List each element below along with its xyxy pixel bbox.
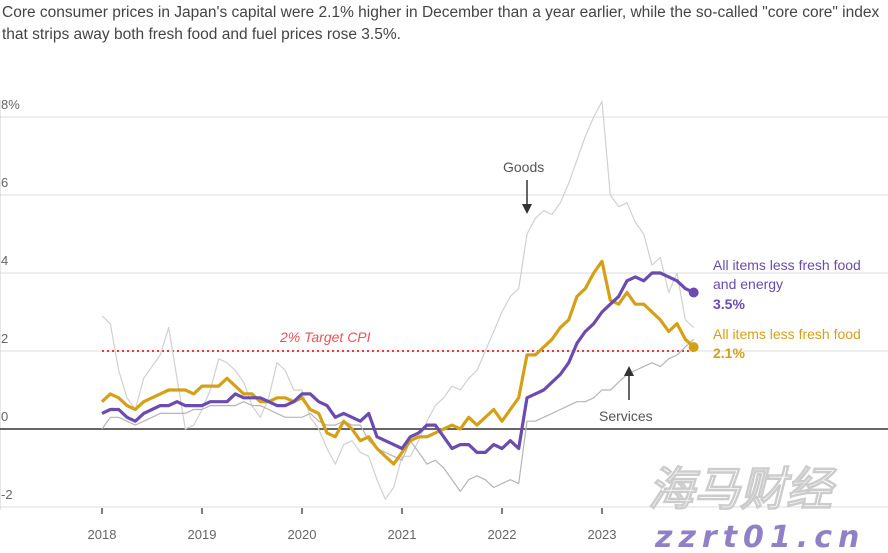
core-core-label-line1: All items less fresh food (713, 257, 861, 273)
x-tick-label: 2019 (188, 527, 217, 542)
series-end-point (688, 342, 699, 353)
watermark-chinese: 海马财经 (648, 462, 837, 516)
core-core-value: 3.5% (713, 296, 745, 312)
y-tick-label: 8% (1, 97, 20, 112)
y-tick-label: 2 (1, 331, 8, 346)
y-tick-label: -2 (1, 487, 13, 502)
chart-subtitle: Core consumer prices in Japan's capital … (2, 4, 880, 43)
core-value: 2.1% (713, 345, 745, 361)
services-arrow-icon (624, 366, 634, 400)
gridlines (0, 100, 888, 510)
x-axis-ticks: 2018 2019 2020 2021 2022 2023 (88, 508, 617, 542)
y-tick-label: 0 (1, 409, 8, 424)
watermark-url: zzrt01.cn (654, 520, 865, 553)
series-end-point (688, 287, 699, 298)
services-label: Services (599, 408, 653, 424)
goods-arrow-icon (522, 180, 532, 214)
x-tick-label: 2022 (488, 527, 517, 542)
y-tick-label: 4 (1, 253, 8, 268)
series-line-all-items-less-fresh-food (100, 259, 695, 466)
core-label: All items less fresh food (713, 326, 861, 342)
y-axis-ticks: 8% 6 4 2 0 -2 (1, 97, 20, 502)
series-line-all-items-less-fresh-food-and-energy (101, 271, 695, 454)
goods-label: Goods (503, 159, 544, 175)
x-tick-label: 2023 (588, 527, 617, 542)
x-tick-label: 2020 (288, 527, 317, 542)
x-tick-label: 2021 (388, 527, 417, 542)
y-tick-label: 6 (1, 175, 8, 190)
series-lines (100, 100, 699, 500)
x-tick-label: 2018 (88, 527, 117, 542)
series-line-goods (101, 100, 695, 500)
target-cpi-label: 2% Target CPI (279, 329, 371, 345)
core-core-label-line2: and energy (713, 276, 783, 292)
